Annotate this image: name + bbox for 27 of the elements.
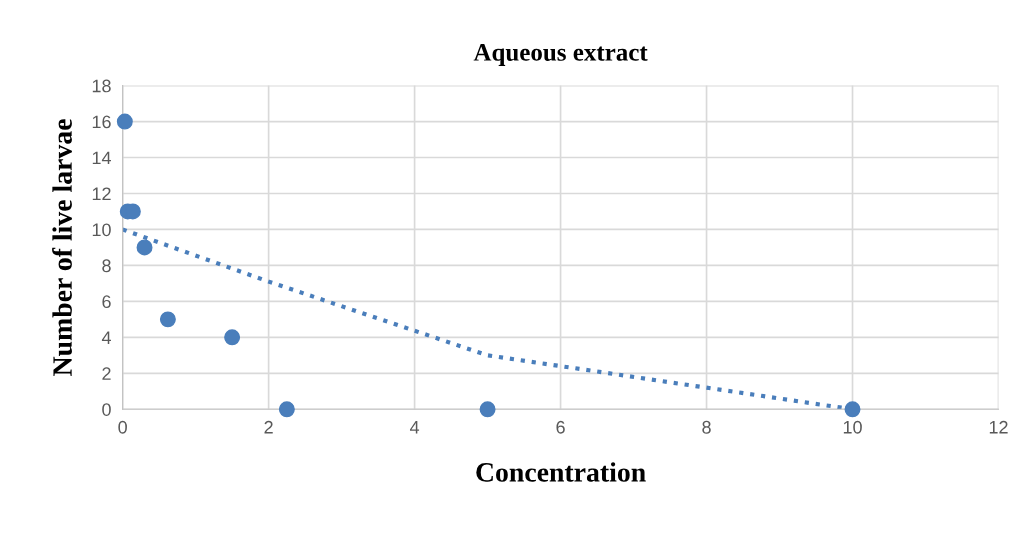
point (479, 401, 496, 418)
x-tick-label: 10 (843, 420, 862, 434)
x-tick-label: 2 (264, 420, 273, 434)
x-tick-label: 0 (118, 420, 127, 434)
point (136, 239, 153, 256)
y-tick-label: 0 (102, 403, 111, 416)
y-tick-label: 12 (92, 187, 111, 201)
point (278, 401, 295, 418)
x-axis-title: Concentration (476, 462, 646, 482)
y-tick-label: 16 (92, 115, 111, 129)
point (844, 401, 861, 418)
y-tick-label: 14 (92, 151, 111, 165)
x-tick-label: 12 (989, 420, 1008, 434)
y-tick-label: 8 (102, 259, 111, 273)
y-axis-title: Number of live larvae (52, 119, 72, 376)
x-tick-label: 4 (409, 421, 420, 434)
y-tick-label: 18 (92, 79, 111, 93)
y-tick-label: 4 (101, 331, 111, 344)
point (116, 113, 133, 130)
y-tick-label: 6 (102, 295, 111, 309)
x-tick-label: 6 (556, 420, 565, 434)
y-tick-label: 2 (102, 367, 111, 380)
point (159, 311, 176, 328)
x-tick-label: 8 (702, 420, 711, 434)
point (224, 329, 241, 346)
y-tick-label: 10 (92, 223, 111, 237)
chart-title: Aqueous extract (473, 44, 648, 66)
